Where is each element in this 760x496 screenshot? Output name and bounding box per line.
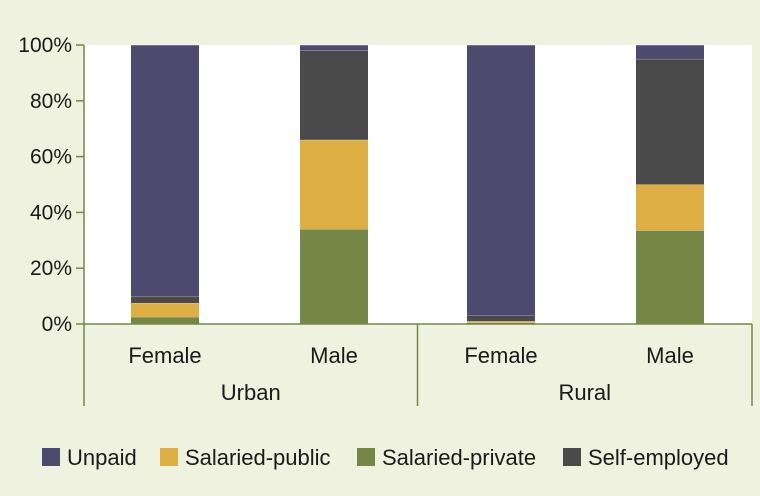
legend-swatch-salaried-private (357, 448, 375, 466)
category-label: Female (464, 343, 537, 368)
bar-segment-unpaid-3 (467, 45, 535, 316)
group-label-rural: Rural (558, 380, 611, 405)
category-label: Male (646, 343, 694, 368)
bars-layer (131, 44, 704, 324)
bar-segment-self-employed-4 (636, 58, 704, 185)
legend-label-salaried-private: Salaried-private (382, 445, 536, 470)
bar-segment-salaried-public-3 (467, 321, 535, 323)
labels-layer: 0% 20% 40% 60% 80% 100% Female Male Female Male Ur… (18, 34, 694, 405)
bar-segment-self-employed-1 (131, 296, 199, 304)
legend: Unpaid Salaried-public Salaried-private Sel… (42, 445, 729, 470)
bar-segment-unpaid-2 (300, 45, 368, 51)
legend-label-unpaid: Unpaid (67, 445, 137, 470)
legend-label-self-employed: Self-employed (588, 445, 729, 470)
y-tick-label: 0% (42, 313, 72, 336)
bar-segment-salaried-private-2 (300, 229, 368, 324)
legend-swatch-salaried-public (160, 448, 178, 466)
bar-segment-salaried-private-1 (131, 317, 199, 324)
bar-segment-unpaid-4 (636, 45, 704, 59)
legend-swatch-unpaid (42, 448, 60, 466)
y-tick-label: 20% (30, 257, 72, 280)
bar-segment-salaried-private-4 (636, 230, 704, 324)
y-tick-label: 80% (30, 90, 72, 113)
legend-label-salaried-public: Salaried-public (185, 445, 331, 470)
bar-segment-unpaid-1 (131, 45, 199, 297)
category-label: Male (310, 343, 358, 368)
bar-segment-salaried-public-4 (636, 184, 704, 231)
y-tick-label: 100% (18, 34, 72, 57)
bar-segment-salaried-public-2 (300, 139, 368, 230)
y-tick-label: 60% (30, 146, 72, 169)
legend-swatch-self-employed (563, 448, 581, 466)
bar-segment-self-employed-3 (467, 315, 535, 322)
category-label: Female (128, 343, 201, 368)
y-tick-label: 40% (30, 201, 72, 224)
group-label-urban: Urban (221, 380, 281, 405)
axes-layer (76, 44, 753, 406)
bar-segment-self-employed-2 (300, 50, 368, 140)
bar-segment-salaried-public-1 (131, 303, 199, 318)
